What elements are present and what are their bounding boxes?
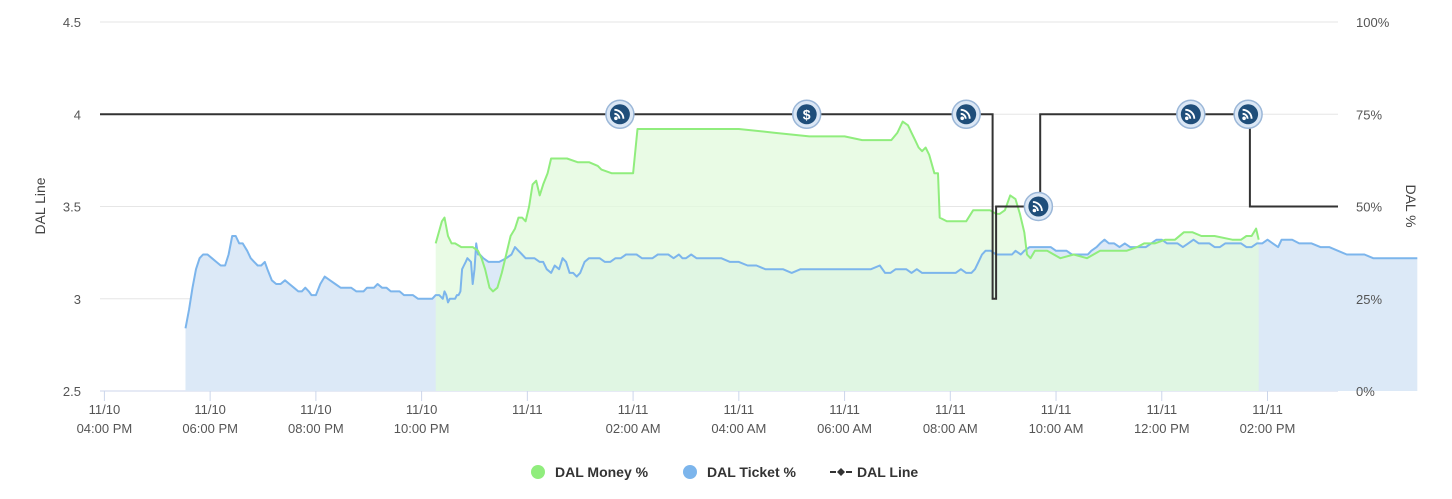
rss-arc-1: [1242, 112, 1249, 119]
rss-marker: [605, 99, 635, 130]
legend-money-dot: [531, 465, 545, 479]
rss-marker: [1233, 99, 1263, 130]
marker-core: [609, 104, 630, 125]
y-right-tick-label: 50%: [1356, 200, 1382, 215]
rss-marker: [1023, 191, 1054, 222]
rss-arc-1: [1032, 205, 1039, 212]
x-tick-time: 02:00 PM: [1240, 421, 1296, 436]
rss-arc-2: [1032, 201, 1043, 212]
legend-line-label: DAL Line: [857, 464, 918, 480]
y-right-tick-label: 100%: [1356, 15, 1390, 30]
rss-arc-1: [1185, 112, 1192, 119]
rss-icon: [960, 108, 971, 121]
y-axis-right: 100% 75% 50% 25% 0%: [1356, 15, 1390, 399]
rss-icon: [614, 108, 625, 121]
rss-arc-1: [614, 112, 621, 119]
money-area: [435, 121, 1259, 391]
x-tick-date: 11/10: [300, 402, 332, 417]
y-axis-left: 4.5 4 3.5 3 2.5: [63, 15, 81, 399]
rss-icon: [1242, 108, 1253, 121]
legend-item-line[interactable]: DAL Line: [830, 464, 918, 480]
legend-money-label: DAL Money %: [555, 464, 649, 480]
x-tick-date: 11/11: [618, 402, 649, 417]
dollar-marker: $: [791, 99, 822, 130]
x-tick-date: 11/11: [935, 402, 966, 417]
x-tick-time: 10:00 AM: [1029, 421, 1084, 436]
y-left-tick-label: 3.5: [63, 200, 81, 215]
rss-arc-2: [614, 108, 625, 119]
x-tick-date: 11/10: [194, 402, 226, 417]
rss-dot: [1242, 116, 1246, 121]
x-tick-time: 08:00 PM: [288, 421, 344, 436]
line-markers: $: [605, 99, 1263, 222]
x-tick-date: 11/10: [89, 402, 121, 417]
x-tick-date: 11/11: [1041, 402, 1072, 417]
y-left-tick-label: 2.5: [63, 384, 81, 399]
rss-icon: [1032, 201, 1043, 213]
rss-marker: [951, 99, 981, 130]
rss-dot: [1032, 208, 1037, 213]
ticket-line: [184, 235, 1418, 329]
x-tick-time: 04:00 AM: [711, 421, 766, 436]
marker-core: [956, 104, 977, 125]
rss-marker: [1176, 99, 1206, 130]
y-left-tick-label: 3: [74, 292, 81, 307]
marker-core: [796, 104, 817, 125]
y-right-tick-label: 25%: [1356, 292, 1382, 307]
x-tick-date: 11/11: [1146, 402, 1177, 417]
x-tick-date: 11/11: [724, 402, 755, 417]
y-right-tick-label: 0%: [1356, 384, 1375, 399]
y-left-tick-label: 4: [74, 107, 81, 122]
dollar-icon: $: [803, 106, 811, 122]
rss-arc-2: [960, 108, 971, 119]
legend-ticket-dot: [683, 465, 697, 479]
x-tick-date: 11/10: [406, 402, 438, 417]
y-axis-right-title: DAL %: [1403, 184, 1419, 227]
x-tick-time: 08:00 AM: [923, 421, 978, 436]
marker-core: [1180, 104, 1201, 125]
x-tick-time: 04:00 PM: [77, 421, 133, 436]
x-tick-time: 12:00 PM: [1134, 421, 1190, 436]
series-lines: [100, 113, 1418, 329]
x-tick-time: 10:00 PM: [394, 421, 450, 436]
legend-item-money[interactable]: DAL Money %: [531, 464, 649, 480]
x-tick-time: 02:00 AM: [606, 421, 661, 436]
y-axis-left-title: DAL Line: [32, 177, 48, 234]
y-right-tick-label: 75%: [1356, 107, 1382, 122]
dal-line: [100, 113, 1338, 300]
marker-core: [1028, 196, 1049, 217]
y-left-tick-label: 4.5: [63, 15, 81, 30]
rss-dot: [960, 116, 964, 121]
rss-arc-1: [960, 112, 967, 119]
x-tick-date: 11/11: [829, 402, 860, 417]
x-tick-date: 11/11: [1252, 402, 1283, 417]
marker-core: [1238, 104, 1259, 125]
series-areas: [185, 121, 1418, 391]
x-tick-time: 06:00 PM: [182, 421, 238, 436]
legend-ticket-label: DAL Ticket %: [707, 464, 797, 480]
x-tick-date: 11/11: [512, 402, 543, 417]
rss-arc-2: [1242, 108, 1253, 119]
x-tick-time: 06:00 AM: [817, 421, 872, 436]
rss-dot: [1185, 116, 1189, 121]
legend-item-ticket[interactable]: DAL Ticket %: [683, 464, 797, 480]
legend: DAL Money % DAL Ticket % DAL Line: [531, 464, 918, 480]
rss-arc-2: [1185, 108, 1196, 119]
rss-dot: [614, 116, 618, 121]
x-axis: 11/10 04:00 PM 11/10 06:00 PM 11/10 08:00 PM 1…: [77, 391, 1296, 436]
legend-line-diamond: [837, 468, 845, 476]
money-line: [434, 120, 1260, 293]
rss-icon: [1185, 108, 1196, 121]
